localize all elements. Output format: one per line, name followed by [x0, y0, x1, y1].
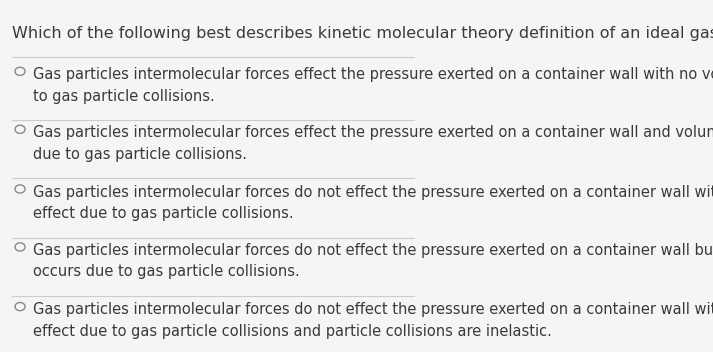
Text: Gas particles intermolecular forces do not effect the pressure exerted on a cont: Gas particles intermolecular forces do n… — [33, 185, 713, 221]
Text: Gas particles intermolecular forces effect the pressure exerted on a container w: Gas particles intermolecular forces effe… — [33, 67, 713, 104]
Text: Which of the following best describes kinetic molecular theory definition of an : Which of the following best describes ki… — [11, 26, 713, 41]
Text: Gas particles intermolecular forces effect the pressure exerted on a container w: Gas particles intermolecular forces effe… — [33, 125, 713, 162]
Text: Gas particles intermolecular forces do not effect the pressure exerted on a cont: Gas particles intermolecular forces do n… — [33, 243, 713, 279]
Text: Gas particles intermolecular forces do not effect the pressure exerted on a cont: Gas particles intermolecular forces do n… — [33, 302, 713, 339]
